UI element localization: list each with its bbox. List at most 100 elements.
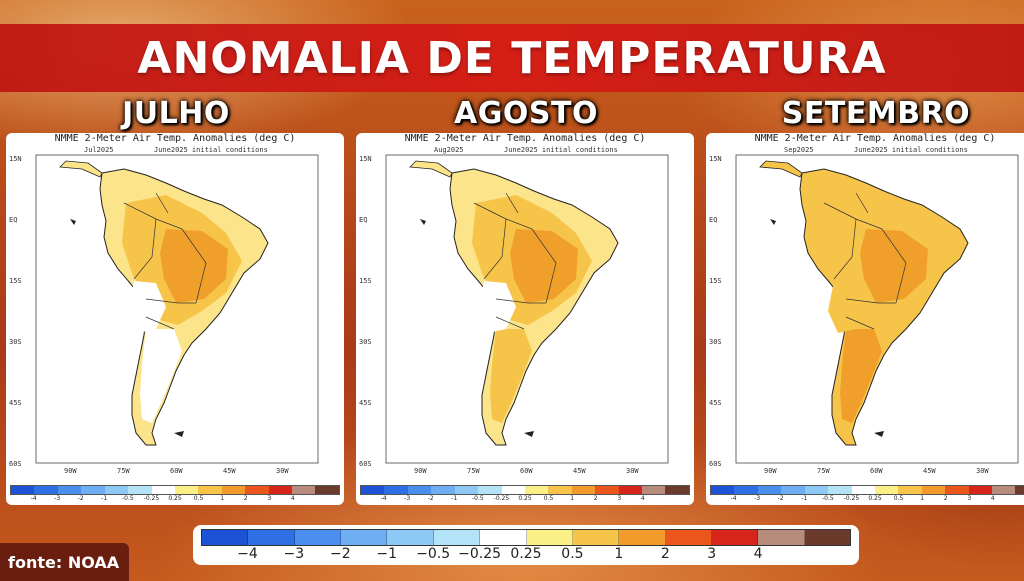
lat-label: 45S (9, 399, 22, 407)
panel-tick-label: -1 (451, 495, 458, 502)
country-border (845, 316, 875, 330)
panel-swatch (945, 486, 969, 494)
central-america (409, 160, 453, 178)
panel-swatch (804, 486, 829, 494)
legend-swatch (387, 530, 434, 545)
lon-label: 60W (520, 467, 533, 475)
panel-swatch (57, 486, 82, 494)
panel-tick-label: 4 (290, 495, 295, 502)
legend-colorbar (201, 529, 851, 546)
panel-tick-label: 2 (943, 495, 948, 502)
panel-swatch (921, 486, 946, 494)
panel-swatch (711, 486, 735, 494)
central-america (59, 160, 103, 178)
map-title: NMME 2-Meter Air Temp. Anomalies (deg C) (404, 133, 646, 144)
panel-tick-label: -4 (380, 495, 387, 502)
panel-swatch (407, 486, 432, 494)
panel-swatch (595, 486, 619, 494)
panel-swatch (828, 486, 852, 494)
anomaly-map-jul (35, 154, 319, 464)
country-border (531, 228, 557, 304)
lat-label: 60S (9, 460, 22, 468)
panel-swatch (431, 486, 455, 494)
panel-swatch (851, 486, 875, 494)
legend-tick-label: −2 (329, 546, 351, 562)
panel-tick-label: 3 (617, 495, 622, 502)
panel-swatch (454, 486, 479, 494)
anomaly-region-patch (128, 281, 166, 333)
lon-label: 45W (573, 467, 586, 475)
central-america (759, 160, 803, 178)
lon-label: 30W (276, 467, 289, 475)
country-border (483, 218, 507, 280)
title-banner: ANOMALIA DE TEMPERATURA (0, 24, 1024, 92)
lon-label: 90W (764, 467, 777, 475)
legend-swatch (572, 530, 620, 545)
legend-swatch (804, 530, 851, 545)
panel-swatch (198, 486, 222, 494)
legend-labels: −4 −3 −2 −1 −0.5 −0.25 0.25 0.5 1 2 3 4 (201, 546, 851, 564)
lon-label: 60W (870, 467, 883, 475)
panel-colorbar-labels: -4 -3 -2 -1 -0.5 -0.25 0.25 0.5 1 2 3 4 (10, 495, 340, 504)
legend-tick-label: 0.5 (561, 546, 584, 562)
map-init-label: June2025 initial conditions (154, 146, 268, 154)
legend-swatch (433, 530, 481, 545)
legend-swatch (619, 530, 666, 545)
lat-label: 30S (9, 338, 22, 346)
country-border (845, 298, 896, 304)
legend-tick-label: −0.25 (458, 546, 502, 562)
lon-label: 90W (64, 467, 77, 475)
legend-swatch (202, 530, 249, 545)
panel-swatch (501, 486, 525, 494)
galapagos-island (770, 219, 776, 225)
main-legend: −4 −3 −2 −1 −0.5 −0.25 0.25 0.5 1 2 3 4 (193, 525, 859, 565)
panel-tick-label: 4 (640, 495, 645, 502)
legend-tick-label: −0.5 (416, 546, 451, 562)
country-border (881, 228, 907, 304)
panel-swatch (174, 486, 199, 494)
panel-swatch (992, 486, 1016, 494)
map-init-label: June2025 initial conditions (854, 146, 968, 154)
map-init-label: June2025 initial conditions (504, 146, 618, 154)
falkland-island (874, 431, 884, 437)
country-border (833, 218, 857, 280)
lat-label: 30S (359, 338, 372, 346)
lat-label: 15S (359, 277, 372, 285)
legend-swatch (294, 530, 342, 545)
panel-tick-label: -4 (30, 495, 37, 502)
map-panel-aug: NMME 2-Meter Air Temp. Anomalies (deg C)… (356, 133, 694, 505)
map-period-label: Sep2025 (784, 146, 814, 154)
panel-swatch (361, 486, 385, 494)
legend-swatch (248, 530, 295, 545)
panel-tick-label: 1 (570, 495, 575, 502)
anomaly-map-aug (385, 154, 669, 464)
anomaly-region-patch (478, 281, 516, 333)
panel-tick-label: 1 (220, 495, 225, 502)
falkland-island (524, 431, 534, 437)
anomaly-region-core (860, 229, 928, 303)
panel-swatch (757, 486, 782, 494)
panel-swatch (618, 486, 643, 494)
panel-tick-label: 1 (920, 495, 925, 502)
panel-tick-label: 0.5 (893, 495, 904, 502)
country-border (505, 192, 519, 214)
month-heading-sep: SETEMBRO (781, 96, 971, 131)
lon-label: 75W (467, 467, 480, 475)
panel-tick-label: -4 (730, 495, 737, 502)
lon-label: 30W (976, 467, 989, 475)
lat-label: 15N (359, 155, 372, 163)
panel-swatch (874, 486, 899, 494)
lat-label: 15N (9, 155, 22, 163)
panel-swatch (268, 486, 293, 494)
galapagos-island (420, 219, 426, 225)
panel-tick-label: 4 (990, 495, 995, 502)
panel-swatch (1015, 486, 1024, 494)
anomaly-region-core (510, 229, 578, 303)
anomaly-map-sep (735, 154, 1019, 464)
panel-swatch (478, 486, 502, 494)
map-panel-jul: NMME 2-Meter Air Temp. Anomalies (deg C)… (6, 133, 344, 505)
country-border (495, 316, 525, 330)
panel-tick-label: 3 (267, 495, 272, 502)
map-panel-sep: NMME 2-Meter Air Temp. Anomalies (deg C)… (706, 133, 1024, 505)
anomaly-region-south (490, 329, 532, 423)
